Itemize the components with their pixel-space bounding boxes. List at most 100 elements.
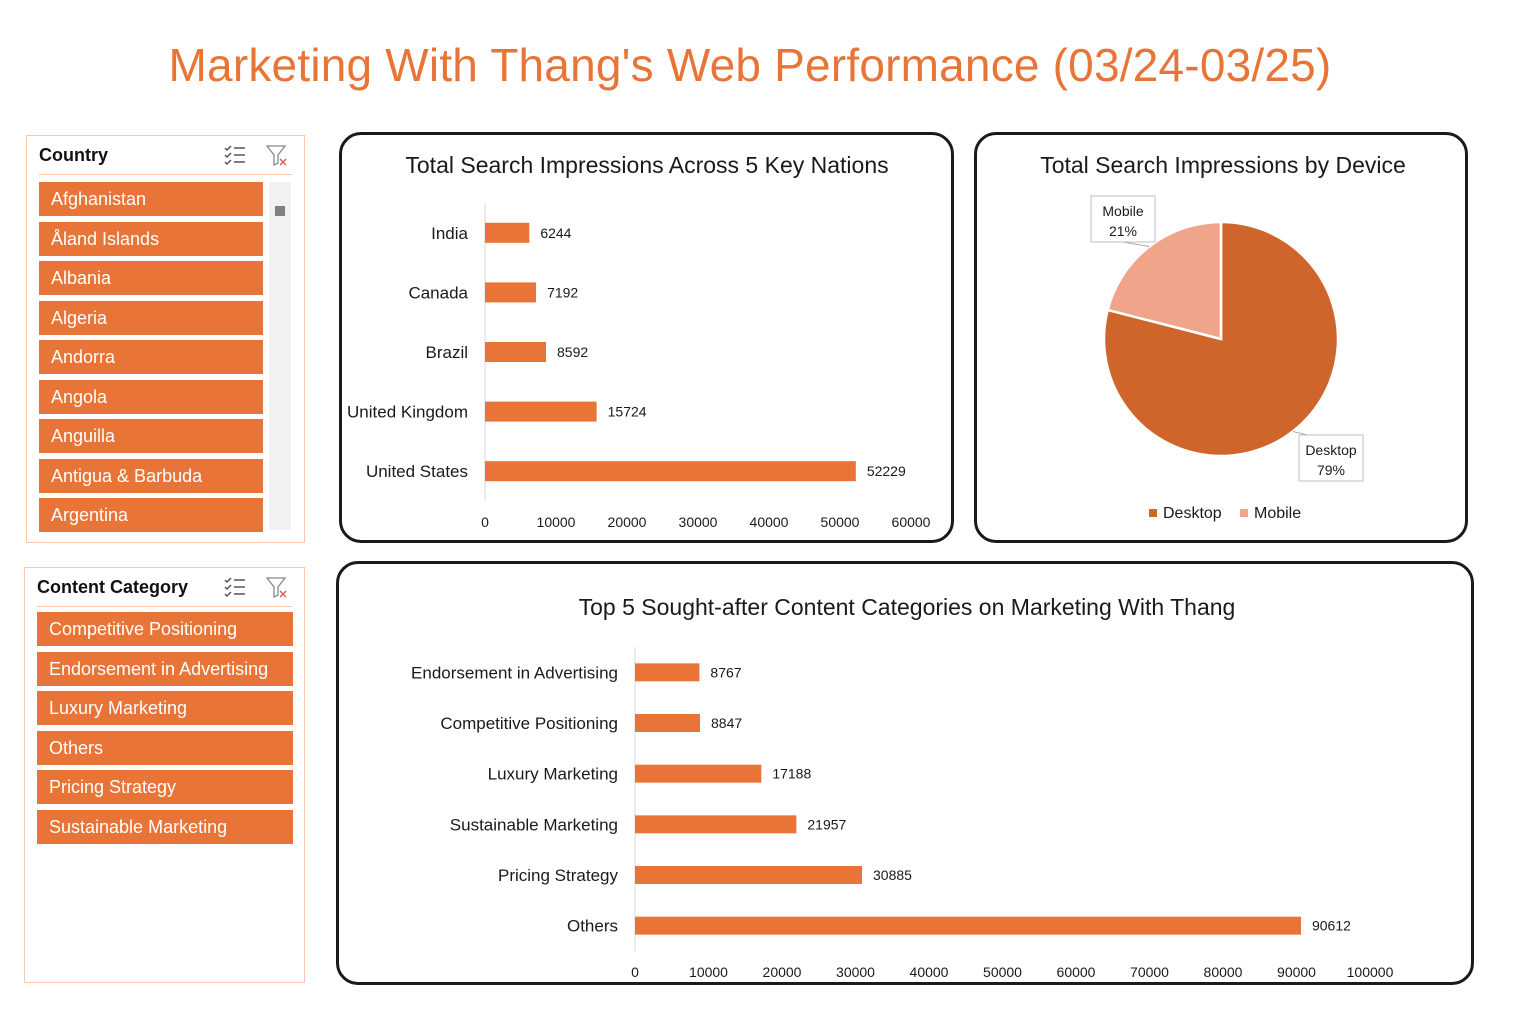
content-category-chart: Top 5 Sought-after Content Categories on… [336, 561, 1474, 985]
data-label-box [1090, 195, 1156, 243]
x-tick-label: 40000 [750, 514, 789, 530]
slice-label: Mobile [1102, 203, 1143, 219]
x-tick-label: 50000 [821, 514, 860, 530]
category-label: Competitive Positioning [440, 714, 618, 733]
bar [485, 461, 856, 482]
data-label: 8847 [711, 715, 742, 731]
x-tick-label: 90000 [1277, 964, 1316, 980]
leader-line [1292, 430, 1308, 436]
data-label: 52229 [867, 463, 906, 479]
multi-select-icon[interactable] [223, 575, 247, 599]
data-label-box [1298, 434, 1364, 482]
category-label: Pricing Strategy [498, 866, 618, 885]
category-label: United Kingdom [347, 403, 468, 422]
bar [635, 866, 863, 884]
legend-swatch [1149, 509, 1157, 517]
category-label: Luxury Marketing [488, 765, 618, 784]
slicer-item[interactable]: Competitive Positioning [37, 612, 293, 646]
data-label: 8592 [557, 344, 588, 360]
device-impressions-chart: Total Search Impressions by Device Deskto… [974, 132, 1468, 543]
slicer-item[interactable]: Argentina [39, 498, 263, 532]
clear-filter-icon[interactable] [265, 143, 289, 167]
x-tick-label: 60000 [892, 514, 931, 530]
x-tick-label: 30000 [679, 514, 718, 530]
scroll-thumb[interactable] [275, 206, 285, 216]
category-label: Sustainable Marketing [450, 815, 618, 834]
chart-title: Top 5 Sought-after Content Categories on… [579, 594, 1236, 620]
content-bar-chart-svg: Top 5 Sought-after Content Categories on… [411, 594, 1394, 980]
x-tick-label: 20000 [763, 964, 802, 980]
x-tick-label: 30000 [836, 964, 875, 980]
slicer-item[interactable]: Algeria [39, 300, 263, 335]
slicer-item[interactable]: Anguilla [39, 419, 263, 453]
category-label: Canada [408, 283, 468, 302]
data-label: 15724 [608, 404, 647, 420]
slicer-item[interactable]: Pricing Strategy [37, 770, 293, 804]
bar [485, 401, 597, 422]
slicer-item[interactable]: Albania [39, 261, 263, 295]
slicer-header: Country [39, 136, 292, 175]
data-label: 17188 [772, 766, 811, 782]
data-label: 21957 [807, 816, 846, 832]
slicer-header: Content Category [37, 568, 292, 607]
leader-line [1122, 241, 1150, 248]
x-tick-label: 60000 [1057, 964, 1096, 980]
slicer-item[interactable]: Others [37, 730, 293, 765]
x-tick-label: 80000 [1204, 964, 1243, 980]
x-tick-label: 0 [481, 514, 489, 530]
multi-select-icon[interactable] [223, 143, 247, 167]
scrollbar[interactable] [269, 182, 291, 530]
data-label: 30885 [873, 867, 912, 883]
x-tick-label: 40000 [910, 964, 949, 980]
category-label: Brazil [425, 343, 468, 362]
slicer-item[interactable]: Andorra [39, 340, 263, 374]
legend-entry: Mobile [1254, 505, 1301, 522]
bar [635, 714, 701, 732]
x-tick-label: 0 [631, 964, 639, 980]
x-tick-label: 50000 [983, 964, 1022, 980]
bar [635, 815, 797, 834]
slicer-item[interactable]: Endorsement in Advertising [37, 651, 293, 686]
category-label: India [431, 224, 468, 243]
chart-title: Total Search Impressions Across 5 Key Na… [405, 152, 888, 178]
category-label: United States [366, 462, 468, 481]
bar [635, 916, 1301, 935]
category-label: Others [567, 917, 618, 936]
legend-entry: Desktop [1163, 505, 1222, 522]
bar [485, 342, 547, 362]
slicer-title: Content Category [37, 577, 189, 597]
device-pie-chart-svg: Total Search Impressions by Device Deskto… [1040, 152, 1406, 522]
chart-title: Total Search Impressions by Device [1040, 152, 1406, 178]
country-bar-chart-svg: Total Search Impressions Across 5 Key Na… [347, 152, 931, 530]
data-label: 8767 [710, 664, 741, 680]
bar [635, 764, 762, 783]
slice-label: Desktop [1305, 442, 1357, 458]
slicer-item[interactable]: Angola [39, 379, 263, 414]
x-tick-label: 70000 [1130, 964, 1169, 980]
x-tick-label: 10000 [537, 514, 576, 530]
x-tick-label: 20000 [608, 514, 647, 530]
page-title: Marketing With Thang's Web Performance (… [168, 39, 1332, 91]
data-label: 90612 [1312, 918, 1351, 934]
category-label: Endorsement in Advertising [411, 663, 618, 682]
legend-swatch [1240, 509, 1248, 517]
bar [485, 282, 537, 303]
bar [635, 663, 700, 682]
pie-slice [1106, 220, 1223, 341]
slicer-item[interactable]: Antigua & Barbuda [39, 458, 263, 493]
country-impressions-chart: Total Search Impressions Across 5 Key Na… [339, 132, 954, 543]
x-tick-label: 10000 [689, 964, 728, 980]
data-label: 7192 [547, 284, 578, 300]
slicer-item[interactable]: Sustainable Marketing [37, 809, 293, 844]
data-label: 6244 [540, 225, 571, 241]
slicer-title: Country [39, 145, 108, 165]
slice-percent: 21% [1109, 223, 1137, 239]
slice-percent: 79% [1317, 462, 1345, 478]
content-category-slicer: Content Category Competitive Positioning… [24, 567, 305, 983]
slicer-item[interactable]: Luxury Marketing [37, 691, 293, 725]
slicer-item[interactable]: Åland Islands [39, 221, 263, 256]
slicer-item[interactable]: Afghanistan [39, 182, 263, 216]
country-slicer: Country Afghanistan Åland Islands Albania A… [26, 135, 305, 543]
clear-filter-icon[interactable] [265, 575, 289, 599]
bar [485, 222, 530, 243]
